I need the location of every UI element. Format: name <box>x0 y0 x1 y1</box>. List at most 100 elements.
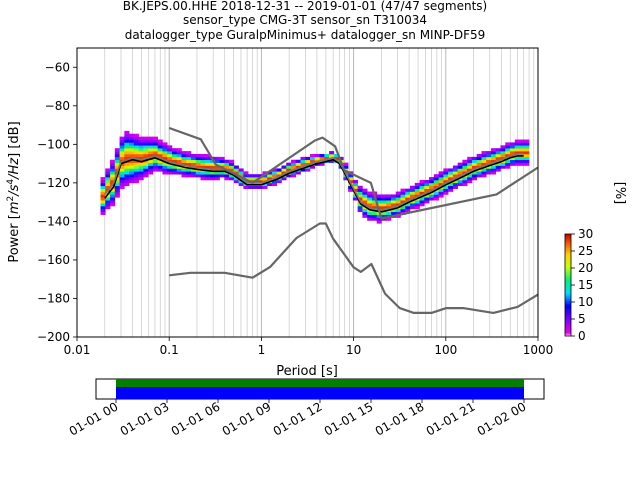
density-cell <box>357 188 363 192</box>
density-cell <box>219 159 225 163</box>
density-cell <box>410 194 416 198</box>
density-cell <box>176 165 182 169</box>
density-cell <box>205 177 211 181</box>
density-cell <box>381 205 387 210</box>
density-cell <box>133 153 139 158</box>
density-cell <box>362 197 368 201</box>
density-cell <box>124 168 130 172</box>
density-cell <box>133 162 139 166</box>
plot-area: 0.01 0.1 1 10 100 1000 −200 −180 −160 −140 −120 −1… <box>6 47 553 379</box>
density-cell <box>152 159 158 163</box>
x-axis-ticks: 0.01 0.1 1 10 100 1000 <box>64 337 553 357</box>
density-cell <box>252 185 258 189</box>
density-cell <box>176 156 182 161</box>
density-cell <box>114 153 120 158</box>
density-cell <box>157 151 163 155</box>
density-cell <box>305 156 311 161</box>
density-cell <box>476 159 482 163</box>
colorbar: 0 5 10 15 20 25 30 [%] <box>564 182 627 343</box>
density-cell <box>143 153 149 158</box>
density-cell <box>124 174 130 178</box>
density-cell <box>452 168 458 172</box>
density-cell <box>443 188 449 192</box>
colorbar-segment <box>565 264 571 267</box>
density-cell <box>490 148 497 152</box>
density-cell <box>362 188 368 192</box>
density-cell <box>481 153 487 158</box>
density-cell <box>143 162 149 166</box>
title-line-2: sensor_type CMG-3T sensor_sn T310034 <box>183 13 427 27</box>
density-cell <box>214 156 220 161</box>
colorbar-segment <box>565 312 571 315</box>
density-cell <box>452 182 458 187</box>
density-cell <box>100 177 106 181</box>
density-cell <box>452 179 458 184</box>
colorbar-segment <box>565 308 571 311</box>
x-axis-label: Period [s] <box>276 364 338 379</box>
plot-background <box>77 48 538 337</box>
density-cell <box>443 168 449 172</box>
density-cell <box>105 194 111 198</box>
density-cell <box>124 153 130 158</box>
density-cell <box>471 174 477 178</box>
density-cell <box>229 162 235 166</box>
density-cell <box>424 185 430 189</box>
density-cell <box>162 165 168 169</box>
density-cell <box>243 171 249 175</box>
density-cell <box>467 177 473 181</box>
density-cell <box>524 148 530 152</box>
density-cell <box>414 185 420 189</box>
density-cell <box>467 156 473 161</box>
density-cell <box>376 214 382 218</box>
density-cell <box>262 185 268 189</box>
density-cell <box>519 156 525 161</box>
colorbar-segment <box>565 235 571 238</box>
density-cell <box>176 151 182 155</box>
density-cell <box>200 177 206 181</box>
psd-lines <box>104 126 539 314</box>
density-cell <box>205 159 211 163</box>
density-cell <box>205 174 211 178</box>
density-cell <box>390 197 397 201</box>
density-cell <box>390 208 397 213</box>
y-tick-label: −120 <box>37 176 70 190</box>
density-cell <box>229 174 235 178</box>
density-cell <box>371 200 377 204</box>
density-cell <box>367 194 373 198</box>
density-cell <box>200 153 206 158</box>
density-cell <box>281 165 287 169</box>
density-cell <box>386 211 392 215</box>
density-cell <box>410 200 416 204</box>
density-cell <box>129 151 135 155</box>
density-cell <box>481 174 487 178</box>
density-cell <box>524 156 530 161</box>
density-cell <box>124 136 130 140</box>
density-cell <box>143 142 149 146</box>
x-tick-label: 100 <box>434 343 457 357</box>
density-cell <box>471 171 477 175</box>
density-cell <box>524 142 530 146</box>
density-cell <box>510 145 516 149</box>
density-cell <box>519 145 525 149</box>
density-cell <box>405 194 411 198</box>
density-cell <box>524 153 530 158</box>
colorbar-segment <box>565 290 571 293</box>
density-cell <box>438 194 444 198</box>
density-cell <box>129 153 135 158</box>
density-cell <box>133 168 139 172</box>
density-cell <box>162 148 168 152</box>
density-cell <box>367 191 373 195</box>
density-cell <box>405 200 411 204</box>
density-cell <box>200 159 206 163</box>
colorbar-segment <box>565 319 571 322</box>
density-cell <box>276 179 282 184</box>
density-cell <box>514 156 520 161</box>
density-cell <box>419 203 425 207</box>
density-cell <box>367 203 373 207</box>
colorbar-tick-label: 15 <box>578 278 593 292</box>
density-cell <box>124 156 130 161</box>
density-cell <box>181 156 187 161</box>
y-label-part: 2 <box>6 196 16 202</box>
psd-density-heatmap <box>100 130 530 224</box>
